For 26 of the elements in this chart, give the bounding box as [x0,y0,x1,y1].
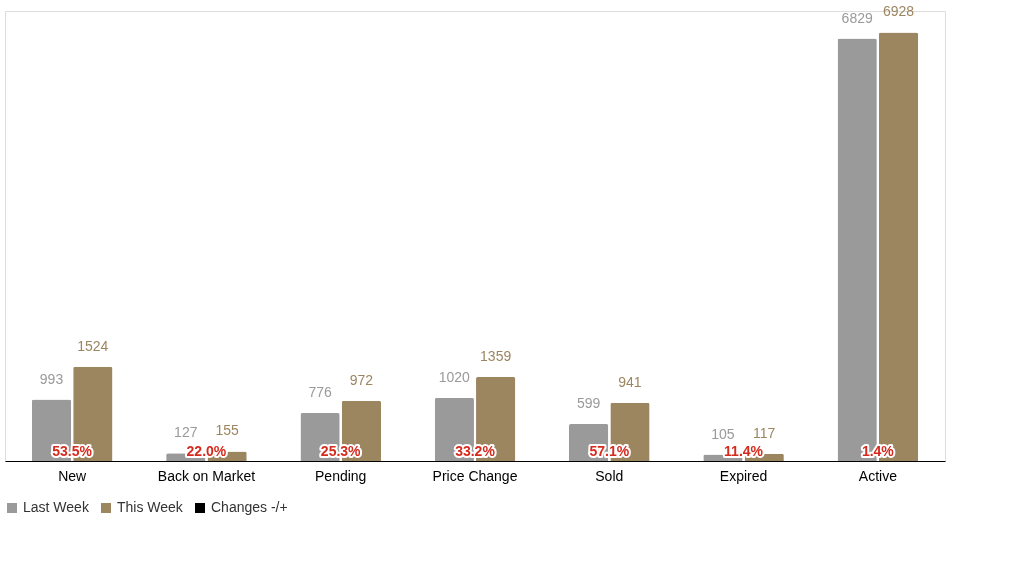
x-tick-label: Active [858,467,898,484]
data-label: 105 [711,425,735,442]
data-label: 1020 [438,368,471,385]
text: 22.0% [186,443,227,459]
data-label: 6829 [841,9,873,26]
legend-label: Last Week [23,499,90,515]
text: 11.4% [724,443,764,459]
legend-label: Changes -/+ [211,499,288,515]
data-label: 776 [308,384,332,400]
x-tick-label: Price Change [432,467,518,484]
x-tick-label: Sold [595,467,624,484]
legend-label: This Week [117,499,184,515]
x-tick-label: Expired [719,467,768,484]
data-label: 127 [174,424,198,441]
data-label: 117 [753,424,776,441]
data-label: 972 [349,371,374,388]
data-label: 155 [215,422,239,439]
x-tick-label: Pending [315,467,367,484]
data-label: 993 [39,370,64,387]
x-tick-label: New [58,467,88,484]
x-tick-label: Back on Market [157,467,256,484]
data-label: 941 [618,373,642,390]
data-label: 6928 [882,3,915,20]
data-label: 1524 [77,337,109,354]
data-label: 1359 [480,347,512,364]
data-label: 599 [576,394,601,411]
